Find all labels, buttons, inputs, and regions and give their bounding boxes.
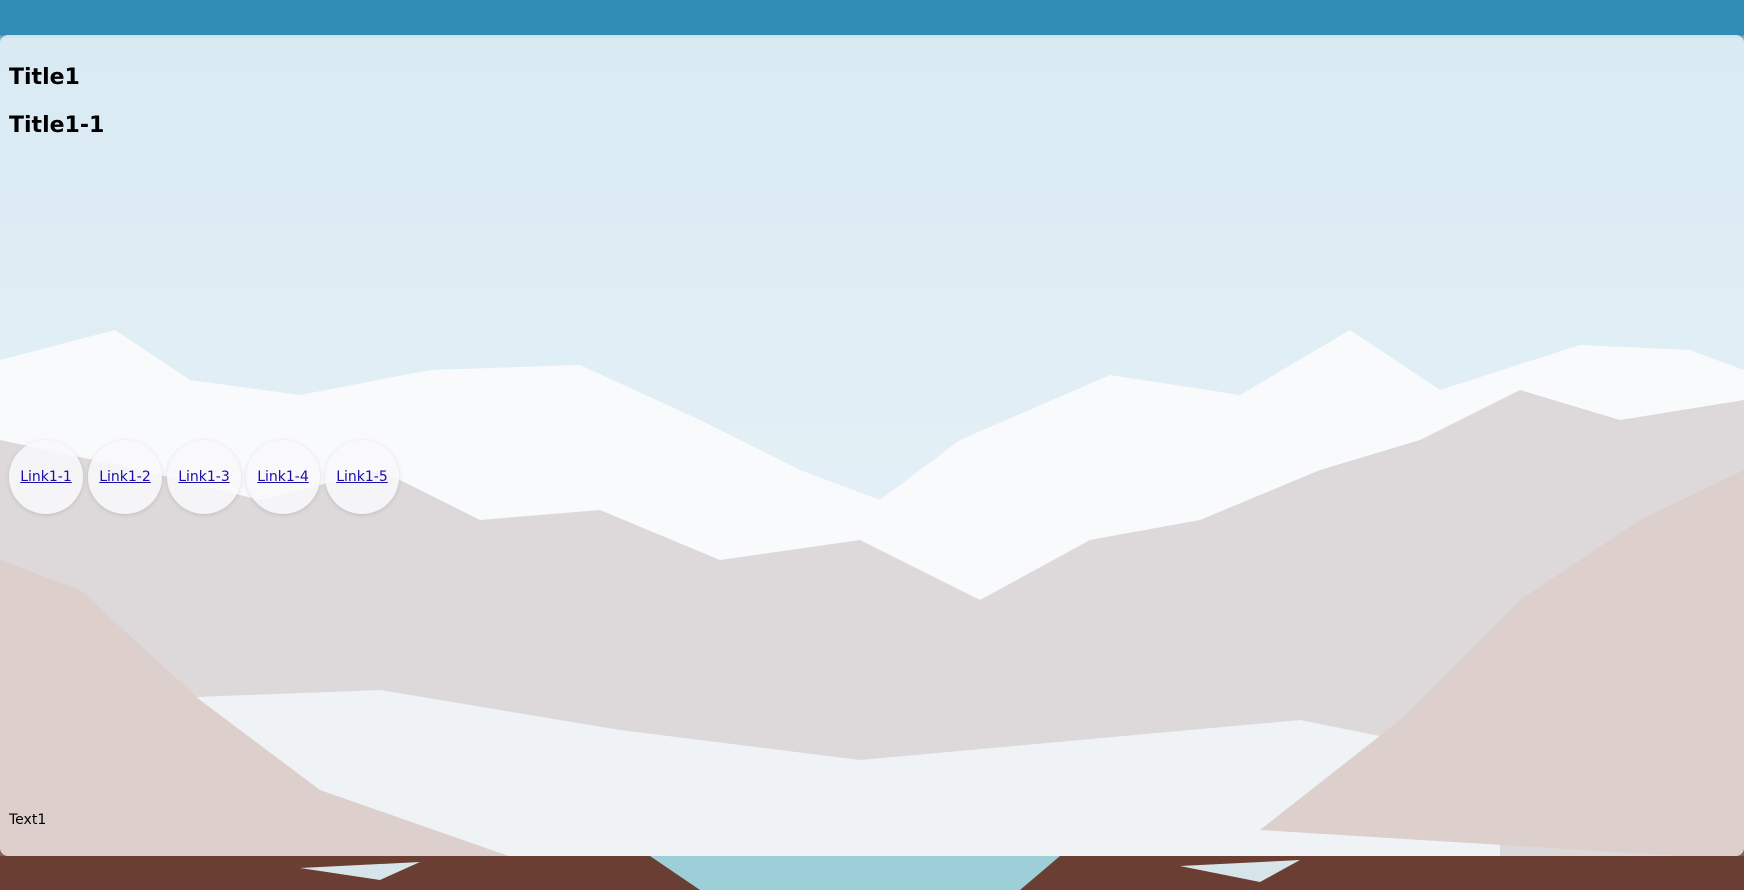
link-bubble-2[interactable]: Link1-2 xyxy=(88,440,162,514)
page-title: Title1 xyxy=(9,65,80,90)
link-1-1[interactable]: Link1-1 xyxy=(20,469,72,485)
link-bubble-5[interactable]: Link1-5 xyxy=(325,440,399,514)
link-list: Link1-1 Link1-2 Link1-3 Link1-4 Link1-5 xyxy=(9,440,399,514)
footer-text: Text1 xyxy=(9,812,47,828)
link-1-3[interactable]: Link1-3 xyxy=(178,469,230,485)
link-1-4[interactable]: Link1-4 xyxy=(257,469,309,485)
link-bubble-4[interactable]: Link1-4 xyxy=(246,440,320,514)
content-panel: Title1 Title1-1 Link1-1 Link1-2 Link1-3 … xyxy=(0,35,1744,856)
link-1-2[interactable]: Link1-2 xyxy=(99,469,151,485)
page-subtitle: Title1-1 xyxy=(9,113,105,138)
top-header-bar xyxy=(0,0,1744,35)
link-bubble-1[interactable]: Link1-1 xyxy=(9,440,83,514)
link-1-5[interactable]: Link1-5 xyxy=(336,469,388,485)
link-bubble-3[interactable]: Link1-3 xyxy=(167,440,241,514)
